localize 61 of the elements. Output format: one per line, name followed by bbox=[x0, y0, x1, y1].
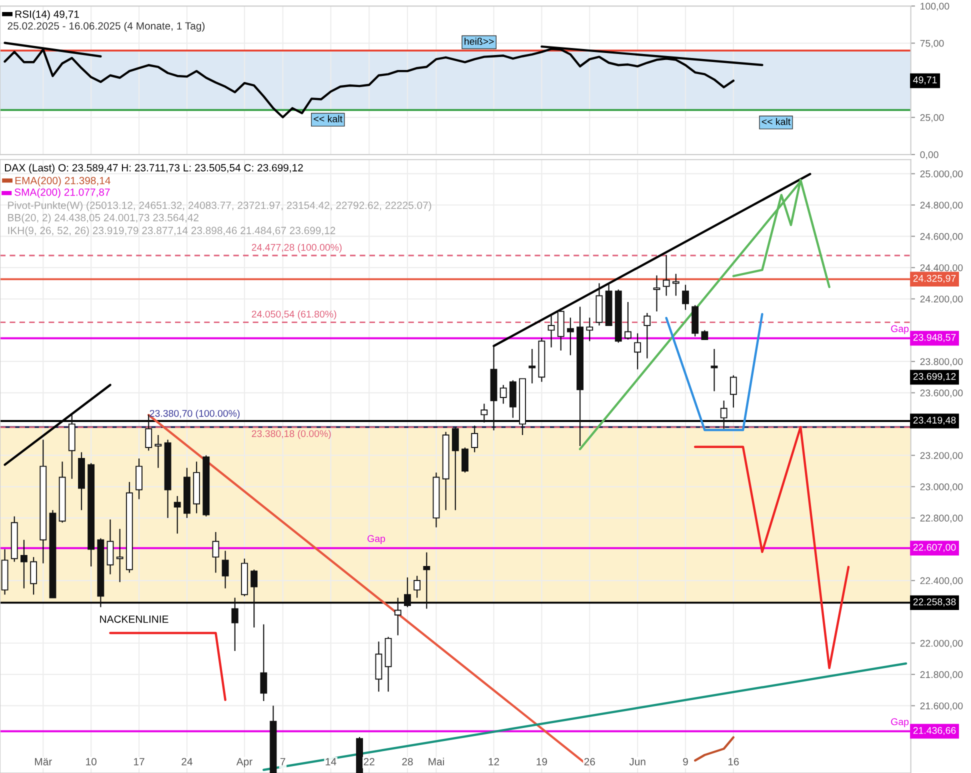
x-tick-label: 28 bbox=[402, 758, 413, 766]
annotation: NACKENLINIE bbox=[100, 615, 168, 623]
y-tick-label: 24.600,00 bbox=[920, 233, 963, 242]
y-tick-label: 23.600,00 bbox=[920, 390, 963, 398]
legend-label: RSI(14) 49,71 bbox=[15, 10, 79, 20]
legend-label: EMA(200) 21.398,14 bbox=[15, 176, 110, 186]
ref-line-label: 24.325,97 bbox=[913, 274, 956, 283]
y-tick-label: 25,00 bbox=[920, 114, 944, 122]
x-tick-label: 16 bbox=[728, 758, 739, 766]
y-tick-label: 24.200,00 bbox=[920, 296, 963, 304]
ref-line-label: 23.380,18 (0.00%) bbox=[252, 430, 331, 439]
annotation: IKH(9, 26, 52, 26) 23.919,79 23.877,14 23.898,46 21.484,67 23.699,12 bbox=[8, 226, 336, 236]
x-tick-label: 12 bbox=[488, 758, 500, 766]
ref-line-label: 22.607,00 bbox=[913, 544, 956, 552]
annotation: Gap bbox=[891, 325, 909, 334]
annotation: heiß>> bbox=[464, 38, 494, 45]
y-tick-label: 24.800,00 bbox=[920, 202, 963, 210]
annotation: 23.380,70 (100.00%) bbox=[150, 410, 240, 419]
y-tick-label: 22.000,00 bbox=[920, 640, 963, 648]
y-tick-label: 24.400,00 bbox=[920, 264, 963, 272]
x-tick-label: 22 bbox=[364, 758, 374, 766]
ref-line-label: 22.258,38 bbox=[913, 598, 956, 606]
annotation: 49,71 bbox=[913, 76, 937, 84]
annotation: Gap bbox=[891, 718, 909, 728]
annotation: << kalt bbox=[314, 115, 342, 122]
y-tick-label: 0,00 bbox=[920, 151, 938, 160]
x-tick-label: 26 bbox=[584, 758, 595, 766]
y-tick-label: 22.400,00 bbox=[920, 577, 963, 586]
x-tick-label: 9 bbox=[683, 758, 688, 766]
y-tick-label: 75,00 bbox=[920, 40, 944, 48]
x-tick-label: 14 bbox=[326, 758, 336, 766]
y-tick-label: 25.000,00 bbox=[920, 170, 963, 178]
annotation: SMA(200) 21.077,87 bbox=[14, 188, 110, 198]
annotation: Gap bbox=[368, 535, 386, 544]
text: 23.699,12 bbox=[913, 372, 956, 382]
y-tick-label: 21.600,00 bbox=[920, 702, 963, 710]
legend-title: DAX (Last) O: 23.589,47 H: 23.711,73 L: 23.505,54 C: 23.699,12 bbox=[5, 164, 303, 174]
x-tick-label: 17 bbox=[134, 758, 144, 766]
text: 25.02.2025 - 16.06.2025 (4 Monate, 1 Tag) bbox=[8, 22, 205, 32]
x-tick-label: 19 bbox=[536, 758, 547, 766]
annotation: BB(20, 2) 24.438,05 24.001,73 23.564,42 bbox=[8, 214, 198, 224]
annotation: << kalt bbox=[762, 118, 791, 126]
x-tick-label: Jun bbox=[629, 758, 646, 766]
y-tick-label: 21.800,00 bbox=[920, 671, 963, 680]
y-tick-label: 22.800,00 bbox=[920, 514, 963, 523]
y-tick-label: 23.000,00 bbox=[920, 483, 963, 492]
x-tick-label: Apr bbox=[236, 758, 252, 768]
ref-line-label: 24.477,28 (100.00%) bbox=[252, 244, 342, 253]
x-tick-label: 24 bbox=[182, 758, 192, 766]
y-tick-label: 23.800,00 bbox=[920, 358, 963, 366]
x-tick-label: Mai bbox=[428, 758, 444, 766]
y-tick-label: 100,00 bbox=[920, 2, 950, 11]
ref-line-label: 23.948,57 bbox=[913, 334, 956, 342]
ref-line-label: 21.436,66 bbox=[913, 727, 956, 736]
annotation: Pivot-Punkte(W) (25013.12, 24651.32, 24083.77, 23721.97, 23154.42, 22792.62, 22225.07) bbox=[8, 201, 432, 212]
x-tick-label: 7 bbox=[280, 758, 286, 766]
y-tick-label: 23.200,00 bbox=[920, 452, 963, 460]
ref-line-label: 23.419,48 bbox=[913, 416, 956, 425]
x-tick-label: Mär bbox=[35, 758, 52, 766]
ref-line-label: 24.050,54 (61.80%) bbox=[252, 310, 336, 320]
x-tick-label: 10 bbox=[86, 758, 96, 766]
